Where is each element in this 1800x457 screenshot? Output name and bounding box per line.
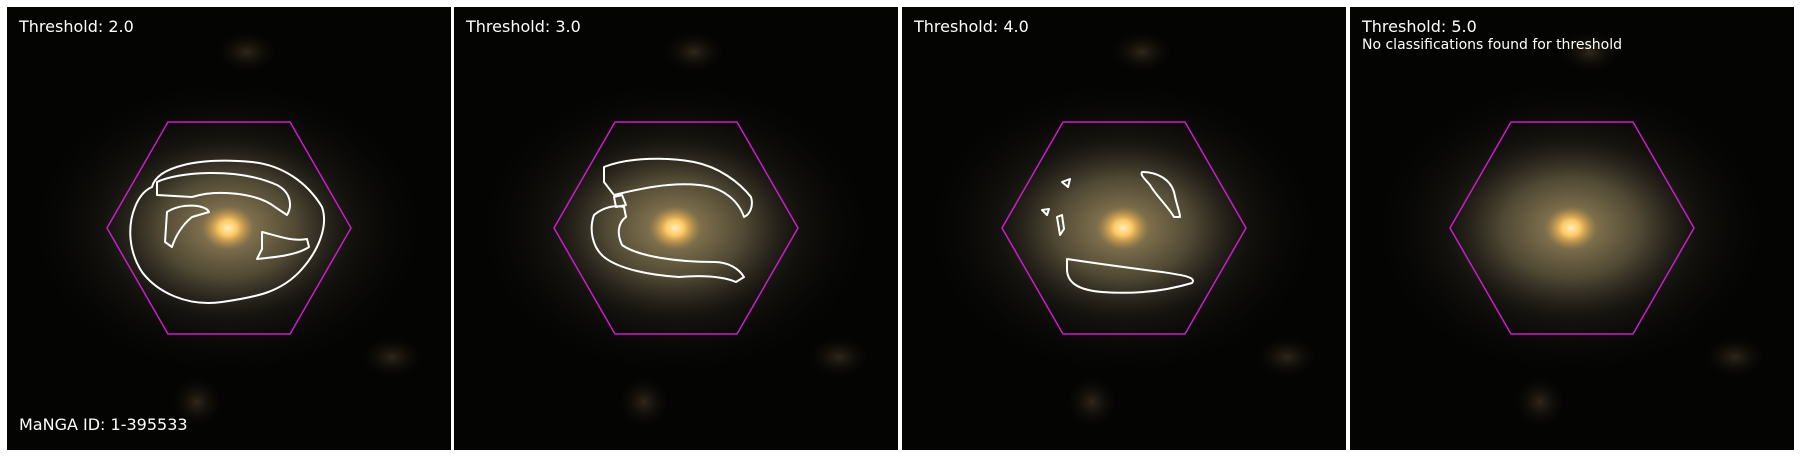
galaxy-image (7, 7, 451, 450)
threshold-panel-4: Threshold: 5.0 No classifications found … (1350, 7, 1794, 450)
panel-title: Threshold: 2.0 (19, 17, 134, 36)
ifu-hexagon (553, 121, 799, 335)
threshold-panel-3: Threshold: 4.0 (902, 7, 1346, 450)
ifu-hexagon (106, 121, 352, 335)
manga-id-label: MaNGA ID: 1-395533 (19, 415, 188, 434)
galaxy-image (902, 7, 1346, 450)
contour-lines (590, 157, 753, 283)
panel-title: Threshold: 5.0 (1362, 17, 1477, 36)
contour-lines (1041, 171, 1194, 294)
galaxy-image (1350, 7, 1794, 450)
ifu-hexagon (1449, 121, 1695, 335)
panel-title: Threshold: 4.0 (914, 17, 1029, 36)
galaxy-image (454, 7, 898, 450)
no-classifications-note: No classifications found for threshold (1362, 37, 1622, 53)
threshold-panel-1: Threshold: 2.0 MaNGA ID: 1-395533 (7, 7, 451, 450)
ifu-hexagon (1001, 121, 1247, 335)
contour-lines (129, 159, 326, 304)
panel-title: Threshold: 3.0 (466, 17, 581, 36)
threshold-panel-2: Threshold: 3.0 (454, 7, 898, 450)
